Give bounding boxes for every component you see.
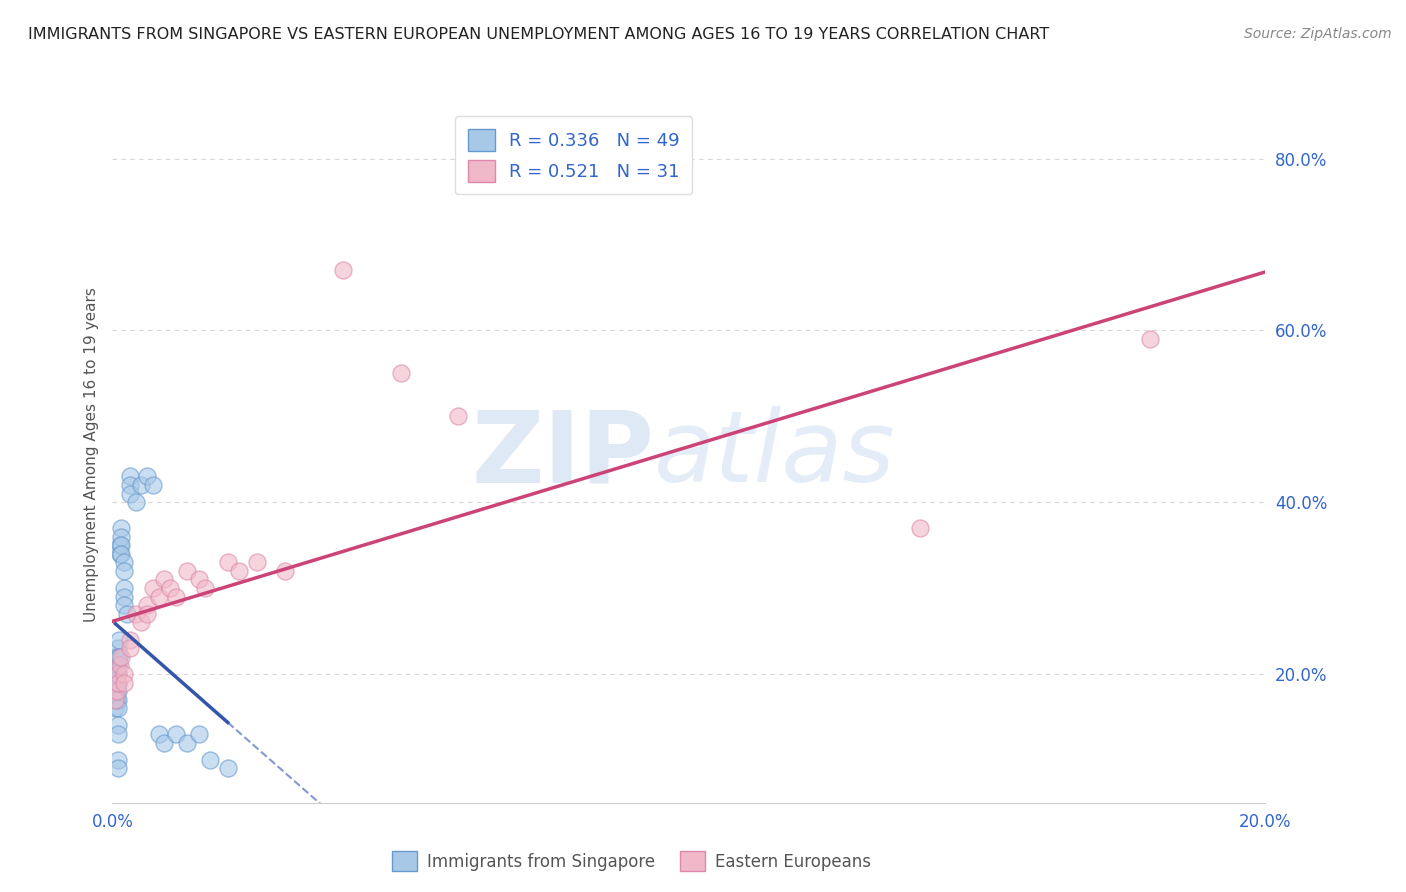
Point bbox=[118, 632, 141, 647]
Point bbox=[107, 761, 129, 775]
Point bbox=[447, 409, 470, 424]
Point bbox=[118, 469, 141, 483]
Point bbox=[110, 521, 132, 535]
Point bbox=[107, 667, 129, 681]
Point bbox=[104, 701, 127, 715]
Point bbox=[194, 581, 217, 595]
Point bbox=[107, 667, 129, 681]
Point bbox=[112, 599, 135, 613]
Point bbox=[107, 641, 129, 656]
Point bbox=[115, 607, 138, 621]
Point bbox=[107, 684, 129, 698]
Text: IMMIGRANTS FROM SINGAPORE VS EASTERN EUROPEAN UNEMPLOYMENT AMONG AGES 16 TO 19 Y: IMMIGRANTS FROM SINGAPORE VS EASTERN EUR… bbox=[28, 27, 1049, 42]
Point bbox=[107, 718, 129, 732]
Point bbox=[108, 547, 131, 561]
Point bbox=[153, 573, 176, 587]
Point bbox=[107, 675, 129, 690]
Point bbox=[110, 538, 132, 552]
Point bbox=[274, 564, 297, 578]
Point bbox=[112, 581, 135, 595]
Legend: Immigrants from Singapore, Eastern Europeans: Immigrants from Singapore, Eastern Europ… bbox=[385, 845, 877, 878]
Point bbox=[332, 263, 354, 277]
Point bbox=[112, 667, 135, 681]
Point bbox=[188, 573, 211, 587]
Point bbox=[148, 727, 170, 741]
Point bbox=[104, 649, 127, 664]
Point bbox=[118, 478, 141, 492]
Point bbox=[112, 675, 135, 690]
Point bbox=[176, 736, 198, 750]
Point bbox=[107, 701, 129, 715]
Point bbox=[108, 658, 131, 673]
Text: atlas: atlas bbox=[654, 407, 896, 503]
Point bbox=[129, 615, 153, 630]
Point bbox=[107, 649, 129, 664]
Point bbox=[124, 607, 146, 621]
Point bbox=[104, 692, 127, 706]
Point bbox=[176, 564, 198, 578]
Point bbox=[153, 736, 176, 750]
Point bbox=[107, 658, 129, 673]
Point bbox=[165, 727, 187, 741]
Point bbox=[108, 632, 131, 647]
Point bbox=[107, 753, 129, 767]
Point bbox=[908, 521, 931, 535]
Point bbox=[107, 692, 129, 706]
Point bbox=[217, 761, 239, 775]
Text: Source: ZipAtlas.com: Source: ZipAtlas.com bbox=[1244, 27, 1392, 41]
Point bbox=[112, 590, 135, 604]
Point bbox=[142, 581, 165, 595]
Point bbox=[104, 667, 127, 681]
Point bbox=[1139, 332, 1161, 346]
Text: ZIP: ZIP bbox=[471, 407, 654, 503]
Point bbox=[124, 495, 146, 509]
Point bbox=[104, 658, 127, 673]
Y-axis label: Unemployment Among Ages 16 to 19 years: Unemployment Among Ages 16 to 19 years bbox=[83, 287, 98, 623]
Point bbox=[118, 486, 141, 500]
Point bbox=[105, 684, 128, 698]
Point bbox=[188, 727, 211, 741]
Point bbox=[112, 564, 135, 578]
Point bbox=[389, 367, 412, 381]
Point bbox=[159, 581, 181, 595]
Point bbox=[105, 675, 128, 690]
Point bbox=[107, 727, 129, 741]
Point bbox=[200, 753, 222, 767]
Point bbox=[107, 675, 129, 690]
Point bbox=[105, 658, 128, 673]
Point bbox=[105, 692, 128, 706]
Point bbox=[110, 529, 132, 543]
Point bbox=[136, 607, 159, 621]
Point bbox=[108, 538, 131, 552]
Point bbox=[142, 478, 165, 492]
Point bbox=[118, 641, 141, 656]
Point bbox=[148, 590, 170, 604]
Point bbox=[165, 590, 187, 604]
Point bbox=[104, 692, 127, 706]
Point bbox=[228, 564, 250, 578]
Point bbox=[217, 555, 239, 569]
Point bbox=[108, 649, 131, 664]
Point bbox=[110, 547, 132, 561]
Point bbox=[129, 478, 153, 492]
Point bbox=[110, 649, 132, 664]
Point bbox=[136, 599, 159, 613]
Point bbox=[136, 469, 159, 483]
Point bbox=[245, 555, 267, 569]
Point bbox=[112, 555, 135, 569]
Point bbox=[104, 684, 127, 698]
